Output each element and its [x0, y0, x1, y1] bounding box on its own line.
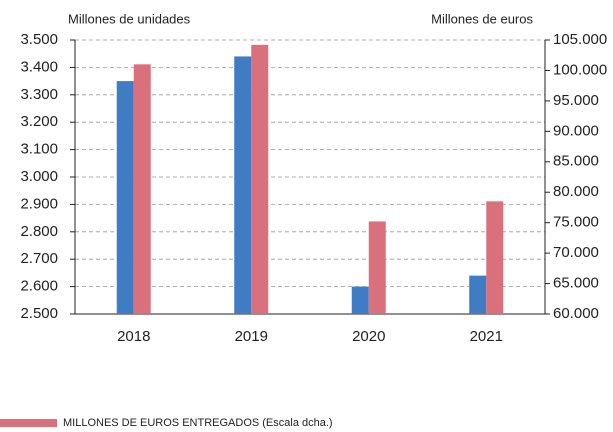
bar [251, 44, 269, 314]
y2-tick-label: 65.000 [553, 275, 599, 292]
y2-tick-label: 75.000 [553, 214, 599, 231]
y-tick-label: 3.200 [20, 113, 58, 130]
bar [116, 81, 134, 314]
y-tick-label: 2.600 [20, 278, 58, 295]
y2-tick-label: 60.000 [553, 305, 599, 322]
y-tick-label: 3.400 [20, 58, 58, 75]
y-tick-label: 2.900 [20, 195, 58, 212]
y-tick-label: 3.300 [20, 86, 58, 103]
legend-label: MILLONES DE EUROS ENTREGADOS (Escala dch… [63, 417, 333, 429]
bar [234, 56, 252, 314]
y-tick-label: 2.500 [20, 305, 58, 322]
y2-tick-label: 90.000 [553, 122, 599, 139]
x-tick-label: 2018 [117, 328, 150, 345]
y-tick-label: 3.100 [20, 141, 58, 158]
y-tick-label: 2.800 [20, 223, 58, 240]
bar [368, 221, 386, 314]
y2-axis-title: Millones de euros [431, 11, 533, 26]
x-tick-label: 2021 [470, 328, 503, 345]
y2-tick-label: 85.000 [553, 153, 599, 170]
y2-tick-label: 80.000 [553, 183, 599, 200]
x-tick-label: 2020 [352, 328, 385, 345]
y2-tick-label: 70.000 [553, 244, 599, 261]
y-tick-label: 3.000 [20, 168, 58, 185]
bar [469, 275, 487, 314]
legend-swatch [0, 419, 57, 427]
bar [486, 201, 504, 314]
y2-tick-label: 100.000 [553, 61, 607, 78]
y-tick-label: 3.500 [20, 31, 58, 48]
y2-tick-label: 105.000 [553, 31, 607, 48]
y-axis-title: Millones de unidades [68, 11, 191, 26]
y-tick-label: 2.700 [20, 250, 58, 267]
bar [133, 64, 151, 314]
x-tick-label: 2019 [235, 328, 268, 345]
y2-tick-label: 95.000 [553, 92, 599, 109]
bar [351, 286, 369, 314]
